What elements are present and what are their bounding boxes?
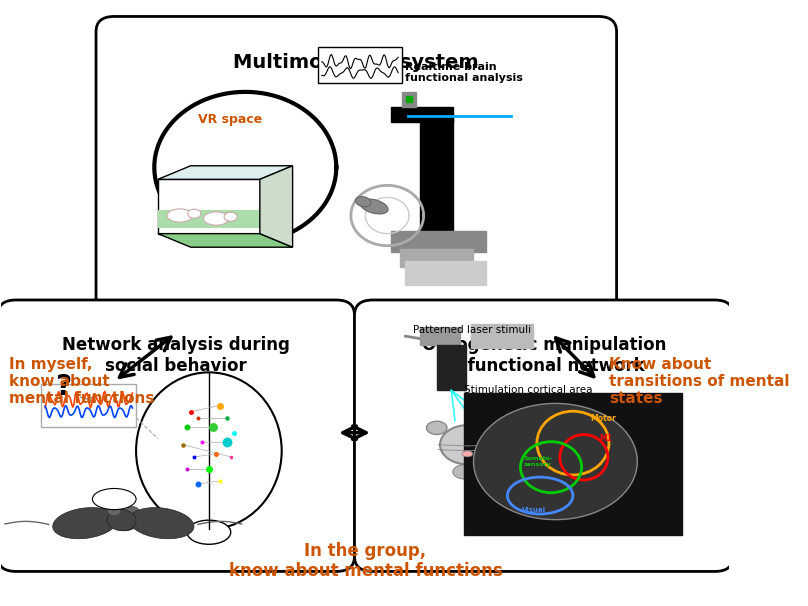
Ellipse shape — [187, 520, 231, 544]
Text: M1: M1 — [599, 435, 612, 444]
Text: Somato-
sensory: Somato- sensory — [524, 456, 553, 467]
Text: Motor: Motor — [591, 415, 617, 424]
Polygon shape — [158, 234, 292, 247]
Text: Visual: Visual — [521, 507, 545, 513]
Bar — [400, 248, 473, 267]
Text: Stimulation cortical area: Stimulation cortical area — [464, 385, 592, 396]
Polygon shape — [158, 179, 260, 234]
Text: Optogenetic manipulation
of functional network: Optogenetic manipulation of functional n… — [422, 336, 666, 375]
Ellipse shape — [53, 508, 117, 539]
Bar — [318, 47, 402, 83]
Bar — [471, 324, 532, 348]
Ellipse shape — [107, 507, 120, 516]
Polygon shape — [158, 166, 292, 179]
Bar — [402, 92, 416, 107]
Bar — [420, 327, 460, 345]
Bar — [437, 345, 466, 390]
Ellipse shape — [473, 404, 638, 520]
Ellipse shape — [107, 510, 136, 531]
Text: In the group,
know about mental functions: In the group, know about mental function… — [229, 542, 503, 581]
Ellipse shape — [224, 212, 238, 221]
Ellipse shape — [187, 209, 201, 218]
Bar — [41, 384, 136, 427]
Ellipse shape — [452, 464, 482, 479]
Ellipse shape — [360, 199, 388, 214]
Ellipse shape — [356, 196, 371, 207]
Text: Know about
transitions of mental
states: Know about transitions of mental states — [609, 356, 789, 406]
Polygon shape — [158, 210, 260, 228]
Ellipse shape — [129, 508, 194, 539]
Text: Patterned laser stimuli: Patterned laser stimuli — [413, 325, 531, 335]
Ellipse shape — [440, 425, 494, 464]
FancyBboxPatch shape — [0, 300, 355, 571]
Bar — [391, 107, 452, 122]
Ellipse shape — [488, 421, 508, 435]
Text: In myself,
know about
mental functions: In myself, know about mental functions — [9, 356, 154, 406]
Bar — [391, 231, 486, 251]
Polygon shape — [260, 166, 292, 247]
Text: VR space: VR space — [198, 113, 263, 125]
Ellipse shape — [126, 507, 139, 516]
FancyBboxPatch shape — [355, 300, 733, 571]
Ellipse shape — [204, 212, 229, 225]
Bar — [464, 393, 682, 535]
Text: Realtime brain
functional analysis: Realtime brain functional analysis — [406, 62, 524, 83]
Text: Network analysis during
social behavior: Network analysis during social behavior — [62, 336, 290, 375]
Ellipse shape — [427, 421, 447, 435]
Ellipse shape — [462, 451, 473, 457]
Ellipse shape — [111, 510, 140, 531]
Ellipse shape — [167, 209, 192, 222]
Ellipse shape — [92, 488, 136, 510]
Ellipse shape — [136, 372, 282, 529]
Text: Multimodal VR system: Multimodal VR system — [234, 53, 479, 72]
Text: ?: ? — [55, 373, 71, 401]
Bar — [406, 261, 486, 285]
FancyBboxPatch shape — [96, 16, 617, 348]
Bar — [420, 116, 452, 231]
